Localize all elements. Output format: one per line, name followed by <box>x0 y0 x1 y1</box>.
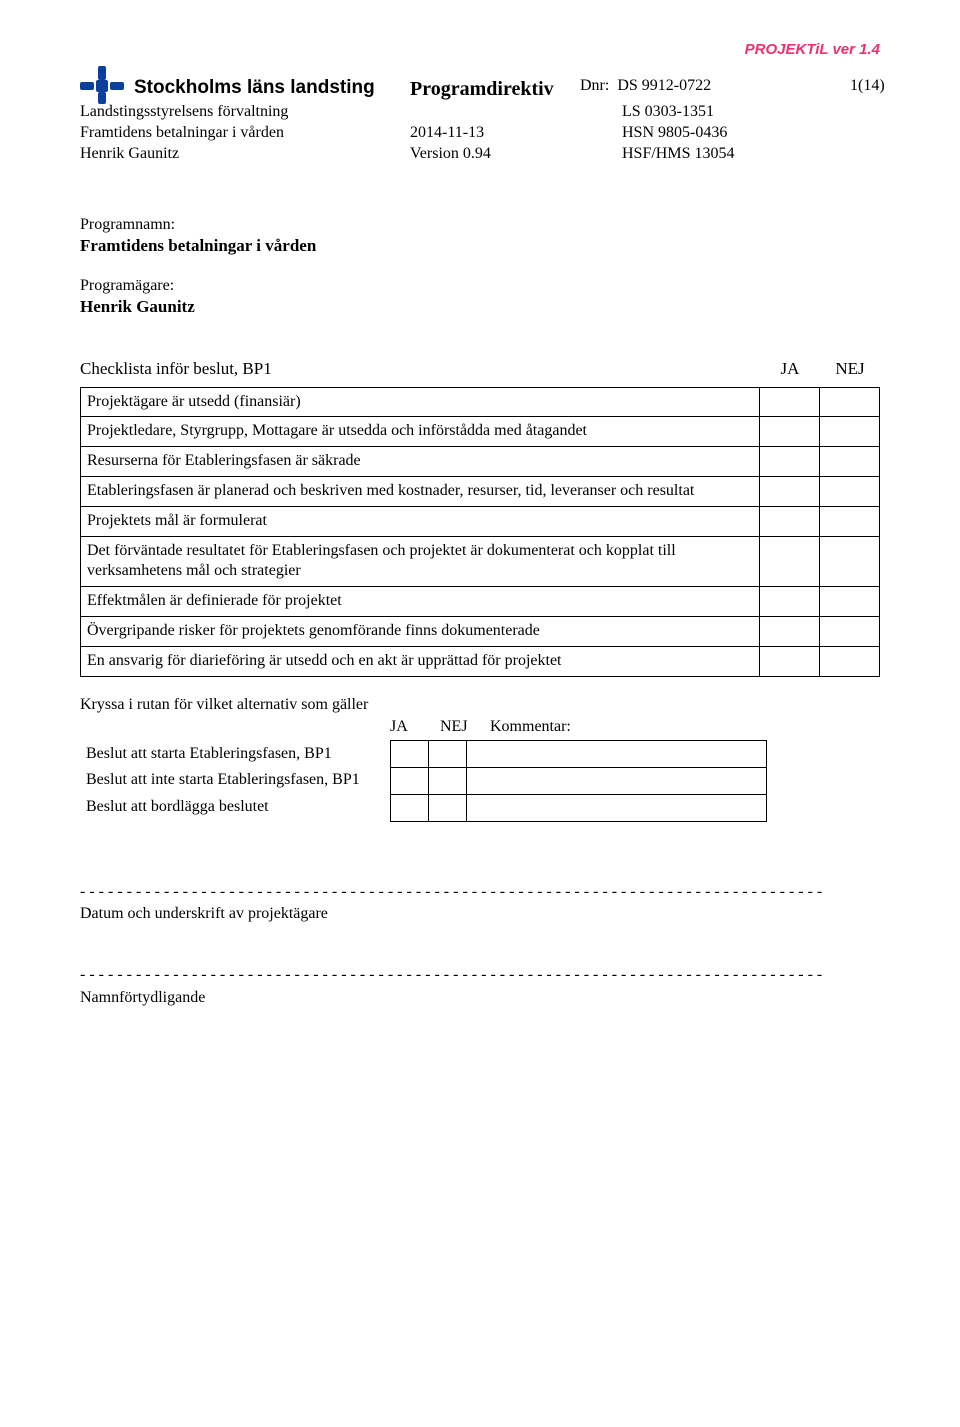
header-line4-mid: Version 0.94 <box>410 144 580 165</box>
decision-label: Beslut att bordlägga beslutet <box>80 794 390 821</box>
programnamn-block: Programnamn: Framtidens betalningar i vå… <box>80 215 880 258</box>
checklist-row: Projektets mål är formulerat <box>81 506 880 536</box>
checklist-nej-cell[interactable] <box>820 417 880 447</box>
checklist-item-text: Projektägare är utsedd (finansiär) <box>81 387 760 417</box>
checklist-item-text: Effektmålen är definierade för projektet <box>81 587 760 617</box>
header-line3-right: HSN 9805-0436 <box>580 123 820 144</box>
checklist-heading-row: Checklista inför beslut, BP1 JA NEJ <box>80 358 880 380</box>
header-line2-left: Landstingsstyrelsens förvaltning <box>80 102 410 123</box>
checklist-nej-cell[interactable] <box>820 646 880 676</box>
decision-label: Beslut att starta Etableringsfasen, BP1 <box>80 741 390 768</box>
decision-row: Beslut att starta Etableringsfasen, BP1 <box>80 741 766 768</box>
decision-ja-cell[interactable] <box>390 794 428 821</box>
checklist-row: Det förväntade resultatet för Etablering… <box>81 536 880 587</box>
decision-ja-cell[interactable] <box>390 741 428 768</box>
checklist-nej-cell[interactable] <box>820 536 880 587</box>
checklist-ja-cell[interactable] <box>760 417 820 447</box>
decision-comment-cell[interactable] <box>466 767 766 794</box>
checklist-nej-cell[interactable] <box>820 616 880 646</box>
signature-label-2: Namnförtydligande <box>80 988 880 1009</box>
programagare-value: Henrik Gaunitz <box>80 296 880 318</box>
header-meta: Programdirektiv Dnr: DS 9912-0722 1(14) … <box>80 76 880 164</box>
header-line3-left: Framtidens betalningar i vården <box>80 123 410 144</box>
decision-row: Beslut att inte starta Etableringsfasen,… <box>80 767 766 794</box>
checklist-nej-cell[interactable] <box>820 447 880 477</box>
decision-block: Kryssa i rutan för vilket alternativ som… <box>80 695 880 822</box>
checklist-ja-cell[interactable] <box>760 447 820 477</box>
checklist-nej-cell[interactable] <box>820 387 880 417</box>
checklist-ja-cell[interactable] <box>760 587 820 617</box>
document-page: PROJEKTiL ver 1.4 Stockholms läns l <box>0 0 960 1069</box>
signature-dashline-2: - - - - - - - - - - - - - - - - - - - - … <box>80 965 880 986</box>
checklist-ja-cell[interactable] <box>760 387 820 417</box>
checklist-table: Projektägare är utsedd (finansiär)Projek… <box>80 387 880 677</box>
checklist-row: En ansvarig för diarieföring är utsedd o… <box>81 646 880 676</box>
col-header-nej: NEJ <box>820 358 880 380</box>
decision-header-row: JA NEJ Kommentar: <box>80 717 880 738</box>
programnamn-label: Programnamn: <box>80 215 880 236</box>
programnamn-value: Framtidens betalningar i vården <box>80 235 880 257</box>
checklist-row: Etableringsfasen är planerad och beskriv… <box>81 476 880 506</box>
checklist-row: Projektägare är utsedd (finansiär) <box>81 387 880 417</box>
programagare-label: Programägare: <box>80 276 880 297</box>
checklist-ja-cell[interactable] <box>760 646 820 676</box>
decision-row: Beslut att bordlägga beslutet <box>80 794 766 821</box>
checklist-ja-cell[interactable] <box>760 506 820 536</box>
checklist-ja-cell[interactable] <box>760 616 820 646</box>
signature-dashline-1: - - - - - - - - - - - - - - - - - - - - … <box>80 882 880 903</box>
dnr-value-1: DS 9912-0722 <box>617 77 711 94</box>
header-line4-left: Henrik Gaunitz <box>80 144 410 165</box>
kryssa-label: Kryssa i rutan för vilket alternativ som… <box>80 695 880 716</box>
header-line3-mid: 2014-11-13 <box>410 123 580 144</box>
decision-nej-cell[interactable] <box>428 767 466 794</box>
version-label: PROJEKTiL ver 1.4 <box>80 40 880 60</box>
checklist-item-text: Övergripande risker för projektets genom… <box>81 616 760 646</box>
checklist-row: Effektmålen är definierade för projektet <box>81 587 880 617</box>
checklist-nej-cell[interactable] <box>820 476 880 506</box>
checklist-ja-cell[interactable] <box>760 536 820 587</box>
programagare-block: Programägare: Henrik Gaunitz <box>80 276 880 319</box>
decision-ja-cell[interactable] <box>390 767 428 794</box>
checklist-item-text: En ansvarig för diarieföring är utsedd o… <box>81 646 760 676</box>
col-header-ja: JA <box>760 358 820 380</box>
checklist-row: Resurserna för Etableringsfasen är säkra… <box>81 447 880 477</box>
checklist-row: Övergripande risker för projektets genom… <box>81 616 880 646</box>
checklist-item-text: Etableringsfasen är planerad och beskriv… <box>81 476 760 506</box>
page-number: 1(14) <box>820 76 880 102</box>
checklist-nej-cell[interactable] <box>820 506 880 536</box>
checklist-ja-cell[interactable] <box>760 476 820 506</box>
checklist-item-text: Projektets mål är formulerat <box>81 506 760 536</box>
checklist-nej-cell[interactable] <box>820 587 880 617</box>
header-line2-right: LS 0303-1351 <box>580 102 820 123</box>
checklist-item-text: Det förväntade resultatet för Etablering… <box>81 536 760 587</box>
header-line4-right: HSF/HMS 13054 <box>580 144 820 165</box>
decision-comment-cell[interactable] <box>466 794 766 821</box>
decision-col-ja: JA <box>390 717 440 738</box>
decision-col-kommentar: Kommentar: <box>490 717 880 738</box>
decision-label: Beslut att inte starta Etableringsfasen,… <box>80 767 390 794</box>
checklist-item-text: Projektledare, Styrgrupp, Mottagare är u… <box>81 417 760 447</box>
checklist-row: Projektledare, Styrgrupp, Mottagare är u… <box>81 417 880 447</box>
checklist-item-text: Resurserna för Etableringsfasen är säkra… <box>81 447 760 477</box>
decision-nej-cell[interactable] <box>428 794 466 821</box>
checklist-title: Checklista inför beslut, BP1 <box>80 358 760 380</box>
decision-nej-cell[interactable] <box>428 741 466 768</box>
dnr-label: Dnr: <box>580 77 609 94</box>
programdirektiv-title: Programdirektiv <box>410 76 564 102</box>
signature-label-1: Datum och underskrift av projektägare <box>80 904 880 925</box>
decision-table: Beslut att starta Etableringsfasen, BP1B… <box>80 740 767 821</box>
decision-comment-cell[interactable] <box>466 741 766 768</box>
decision-col-nej: NEJ <box>440 717 490 738</box>
